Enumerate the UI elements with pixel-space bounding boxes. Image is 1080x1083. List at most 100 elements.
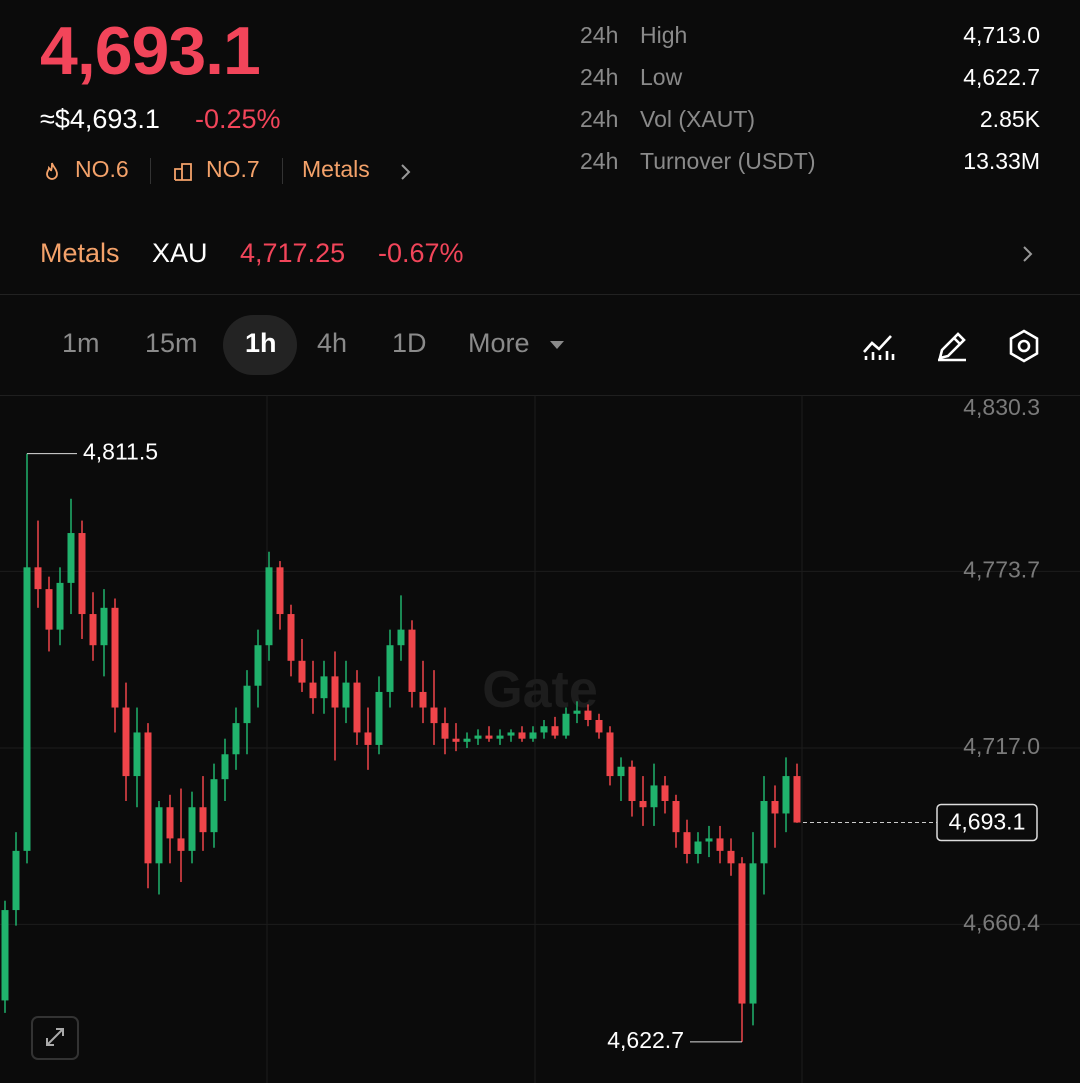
candle-body: [474, 735, 482, 739]
last-price-box: [936, 803, 1038, 842]
indicator-icon[interactable]: [860, 328, 896, 364]
fire-icon: [46, 162, 58, 180]
candle-body: [243, 685, 251, 724]
candle-body: [166, 807, 174, 839]
candle-body: [265, 567, 273, 646]
candle-body: [320, 676, 328, 699]
cap-rank[interactable]: NO.7: [206, 156, 260, 182]
candle-body: [111, 607, 119, 708]
candle-body: [188, 807, 196, 851]
underlying-price: 4,717.25: [240, 238, 346, 268]
stat-value: 13.33M: [963, 148, 1040, 174]
candle-body: [430, 707, 438, 724]
price-change: -0.25%: [195, 104, 281, 134]
candle-body: [375, 691, 383, 745]
interval-tab[interactable]: 1m: [62, 328, 100, 358]
last-price: 4,693.1: [40, 13, 261, 89]
candle-body: [661, 785, 669, 802]
candle-body: [386, 645, 394, 692]
settings-icon[interactable]: [1006, 328, 1042, 364]
candle-body: [463, 738, 471, 742]
cap-icon: [174, 163, 192, 181]
candle-body: [144, 732, 152, 864]
interval-tab[interactable]: 4h: [317, 328, 348, 358]
candle-body: [540, 726, 548, 733]
candle-body: [672, 801, 680, 833]
candle-body: [595, 719, 603, 733]
stat-period: 24h: [580, 22, 619, 48]
fullscreen-icon: [46, 1028, 64, 1046]
draw-icon[interactable]: [934, 328, 970, 364]
candle-body: [562, 713, 570, 736]
chevron[interactable]: [1018, 242, 1038, 266]
candle-body: [793, 776, 801, 823]
stat-label: Low: [640, 64, 683, 90]
candle-body: [617, 766, 625, 777]
candle-body: [705, 838, 713, 842]
candle-body: [628, 766, 636, 802]
underlying-change: -0.67%: [378, 238, 464, 268]
candle-body: [606, 732, 614, 777]
high-label: 4,811.5: [83, 439, 158, 465]
candle-body: [342, 682, 350, 708]
stat-label: High: [640, 22, 688, 48]
candle-body: [353, 682, 361, 733]
candle-body: [221, 754, 229, 780]
candle-body: [1, 910, 9, 1001]
candle-body: [34, 567, 42, 590]
candle-body: [485, 735, 493, 739]
candle-body: [441, 723, 449, 739]
candle-body: [771, 801, 779, 814]
candle-body: [199, 807, 207, 833]
last-price-label: 4,693.1: [949, 809, 1026, 835]
stat-period: 24h: [580, 148, 619, 174]
candle-body: [650, 785, 658, 808]
interval-tab[interactable]: 1D: [392, 328, 427, 358]
candle-body: [298, 660, 306, 683]
category-link[interactable]: Metals: [302, 156, 370, 182]
stat-value: 2.85K: [979, 106, 1040, 132]
candle-body: [727, 850, 735, 864]
hot-rank[interactable]: NO.6: [75, 156, 129, 182]
y-tick-label: 4,660.4: [963, 909, 1040, 935]
candle-body: [155, 807, 163, 864]
separator: [150, 158, 151, 184]
stat-value: 4,713.0: [963, 22, 1040, 48]
candle-body: [397, 629, 405, 646]
candle-body: [760, 801, 768, 864]
candle-body: [364, 732, 372, 745]
stat-value: 4,622.7: [963, 64, 1040, 90]
chevron: [401, 164, 411, 180]
interval-tab[interactable]: 1h: [245, 328, 277, 358]
candle-body: [584, 710, 592, 720]
candle-body: [738, 863, 746, 1004]
candle-body: [683, 832, 691, 854]
candle-body: [518, 732, 526, 739]
stat-label: Vol (XAUT): [640, 106, 756, 132]
dropdown-arrow[interactable]: [548, 338, 566, 352]
low-label: 4,622.7: [607, 1027, 684, 1053]
candle-body: [254, 645, 262, 686]
candle-body: [133, 732, 141, 777]
interval-tab[interactable]: 15m: [145, 328, 198, 358]
candle-body: [89, 614, 97, 646]
underlying-category[interactable]: Metals: [40, 238, 120, 268]
fullscreen-button[interactable]: [31, 1016, 79, 1060]
candle-body: [639, 801, 647, 808]
candle-body: [716, 838, 724, 851]
interval-tab[interactable]: More: [468, 328, 530, 358]
separator: [282, 158, 283, 184]
usd-price: ≈$4,693.1: [40, 104, 160, 134]
candle-body: [331, 676, 339, 708]
candle-body: [287, 614, 295, 661]
stat-period: 24h: [580, 64, 619, 90]
underlying-symbol[interactable]: XAU: [152, 238, 208, 268]
candlestick-chart: Gate 4,830.3 4,773.7 4,717.0 4,660.4 4,811.5…: [0, 395, 1080, 1083]
candle-body: [210, 779, 218, 833]
divider: [0, 294, 1080, 295]
y-tick-label: 4,773.7: [963, 556, 1040, 582]
candle-body: [78, 533, 86, 615]
candle-body: [12, 850, 20, 911]
stat-label: Turnover (USDT): [640, 148, 816, 174]
